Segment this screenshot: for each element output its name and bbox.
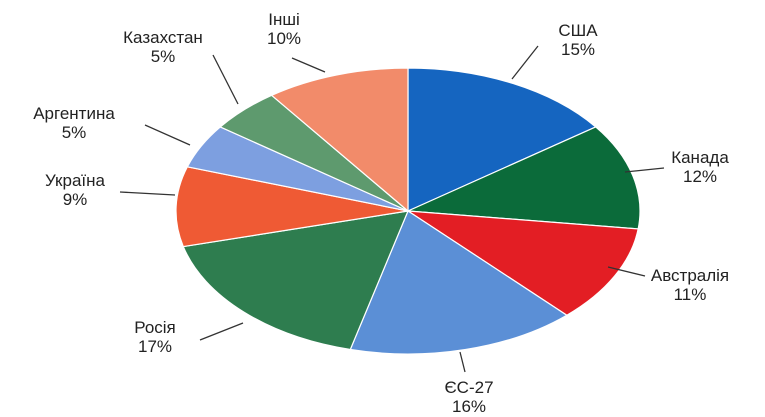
pie-slice-4: [349, 210, 568, 355]
slice-percent: 5%: [151, 47, 176, 66]
leader-line-8: [212, 54, 239, 105]
slice-percent: 12%: [683, 167, 717, 186]
leader-line-7: [144, 124, 191, 146]
slice-name: Україна: [45, 171, 105, 190]
leader-line-4: [459, 351, 466, 373]
slice-name: ЄС-27: [444, 378, 493, 397]
slice-percent: 16%: [452, 397, 486, 416]
pie-slices: [175, 67, 641, 355]
leader-line-6: [119, 191, 176, 196]
leader-line-2: [624, 167, 665, 173]
pie-slice-9: [270, 67, 409, 213]
slice-label-5: Росія 17%: [134, 318, 176, 356]
slice-percent: 5%: [62, 123, 87, 142]
slice-name: Канада: [671, 148, 729, 167]
pie-slice-6: [175, 166, 409, 248]
slice-label-8: Казахстан 5%: [123, 28, 203, 66]
slice-percent: 10%: [267, 29, 301, 48]
slice-label-7: Аргентина 5%: [33, 104, 115, 142]
leader-line-3: [607, 266, 646, 277]
slice-name: Казахстан: [123, 28, 203, 47]
slice-name: Росія: [134, 318, 176, 337]
slice-name: Аргентина: [33, 104, 115, 123]
slice-label-1: США 15%: [558, 21, 598, 59]
slice-label-3: Австралія 11%: [651, 266, 729, 304]
slice-label-2: Канада 12%: [671, 148, 729, 186]
pie-slice-2: [407, 126, 641, 230]
leader-line-1: [511, 45, 539, 80]
slice-label-4: ЄС-27 16%: [444, 378, 493, 416]
slice-percent: 17%: [138, 337, 172, 356]
pie-slice-3: [407, 210, 639, 316]
leader-lines: [119, 45, 665, 373]
leader-line-9: [291, 57, 326, 73]
slice-name: США: [558, 21, 598, 40]
slice-label-6: Україна 9%: [45, 171, 105, 209]
pie-slice-5: [182, 210, 409, 351]
slice-labels: США 15% Канада 12% Австралія 11% ЄС-27 16% Росія…: [33, 10, 729, 416]
slice-percent: 11%: [674, 285, 707, 304]
leader-line-5: [199, 322, 244, 341]
slice-percent: 9%: [63, 190, 88, 209]
slice-name: Австралія: [651, 266, 729, 285]
slice-percent: 15%: [561, 40, 595, 59]
slice-label-9: Інші 10%: [267, 10, 301, 48]
pie-slice-1: [407, 67, 597, 212]
slice-name: Інші: [268, 10, 300, 29]
